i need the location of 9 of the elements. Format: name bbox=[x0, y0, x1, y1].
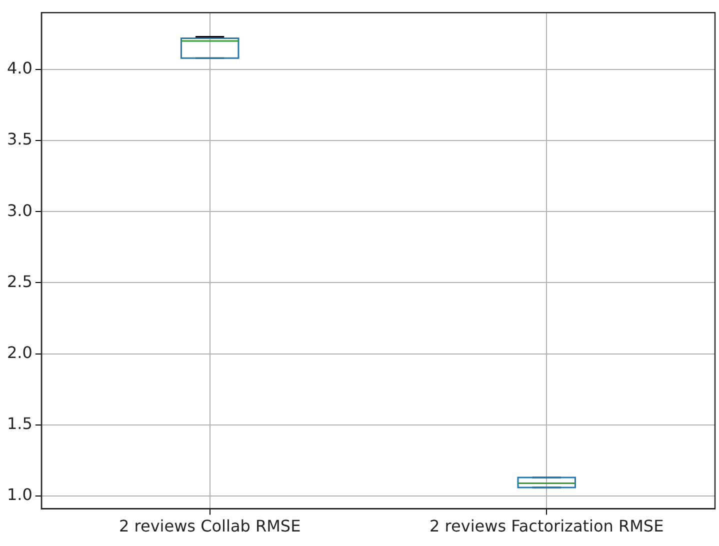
y-tick-label: 4.0 bbox=[6, 58, 32, 78]
y-tick-label: 2.0 bbox=[6, 342, 32, 362]
x-tick-label: 2 reviews Factorization RMSE bbox=[430, 516, 664, 536]
y-tick-label: 1.5 bbox=[6, 414, 32, 434]
y-tick-label: 2.5 bbox=[6, 272, 32, 291]
x-tick-label: 2 reviews Collab RMSE bbox=[118, 516, 301, 536]
y-tick-label: 3.5 bbox=[6, 130, 32, 149]
y-tick-label: 3.0 bbox=[6, 200, 32, 220]
y-tick-label: 1.0 bbox=[6, 485, 32, 504]
